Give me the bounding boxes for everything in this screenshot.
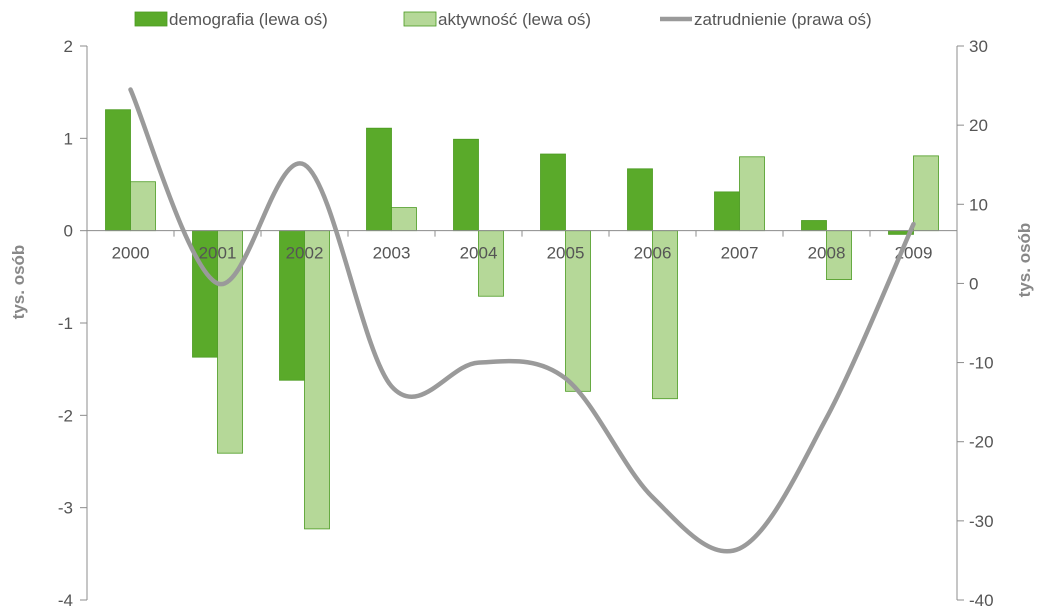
category-label-2003: 2003 [373,244,411,263]
category-label-2006: 2006 [634,244,672,263]
bar-demografia-2007 [714,191,740,232]
legend-demografia-label: demografia (lewa oś) [169,10,328,29]
right-tick-label: 20 [969,116,988,135]
legend-aktywnosc-label: aktywność (lewa oś) [438,10,591,29]
left-tick-label: 2 [64,37,73,56]
bar-aktywnosc-2002 [304,230,330,530]
bar-demografia-2004 [453,138,479,232]
left-tick-label: 0 [64,222,73,241]
right-tick-label: 10 [969,195,988,214]
left-tick-label: -4 [58,591,73,610]
category-label-2002: 2002 [286,244,324,263]
bar-demografia-2000 [105,109,131,232]
right-tick-label: -40 [969,591,994,610]
bar-demografia-2008 [801,220,827,232]
bar-aktywnosc-2007 [739,156,765,232]
category-label-2005: 2005 [547,244,585,263]
bars [105,109,939,530]
bar-aktywnosc-2003 [391,207,417,232]
bar-aktywnosc-2000 [130,181,156,232]
left-tick-label: -1 [58,314,73,333]
right-tick-label: 30 [969,37,988,56]
left-tick-label: -3 [58,499,73,518]
left-axis-title: tys. osób [9,245,28,320]
right-tick-label: -30 [969,512,994,531]
bar-aktywnosc-2006 [652,230,678,400]
legend-demografia-swatch [134,11,168,27]
bar-aktywnosc-2001 [217,230,243,454]
legend-aktywnosc-swatch [403,11,437,27]
category-label-2001: 2001 [199,244,237,263]
bar-demografia-2006 [627,168,653,232]
bar-demografia-2003 [366,127,392,232]
bar-aktywnosc-2009 [913,155,939,232]
bar-aktywnosc-2008 [826,230,852,281]
right-tick-label: 0 [969,274,978,293]
right-tick-label: -20 [969,433,994,452]
left-tick-label: 1 [64,129,73,148]
line-layer [128,87,916,554]
legend-zatrudnienie-label: zatrudnienie (prawa oś) [694,10,872,29]
bar-aktywnosc-2004 [478,230,504,297]
category-label-2007: 2007 [721,244,759,263]
line-zatrudnienie [128,87,916,554]
category-label-2008: 2008 [808,244,846,263]
bar-demografia-2005 [540,153,566,232]
right-tick-label: -10 [969,354,994,373]
category-label-2000: 2000 [112,244,150,263]
right-axis-title: tys. osób [1015,223,1034,298]
bar-demografia-2002 [279,230,305,381]
left-tick-label: -2 [58,406,73,425]
category-label-2004: 2004 [460,244,498,263]
legend: demografia (lewa oś) aktywność (lewa oś) z… [134,10,872,29]
